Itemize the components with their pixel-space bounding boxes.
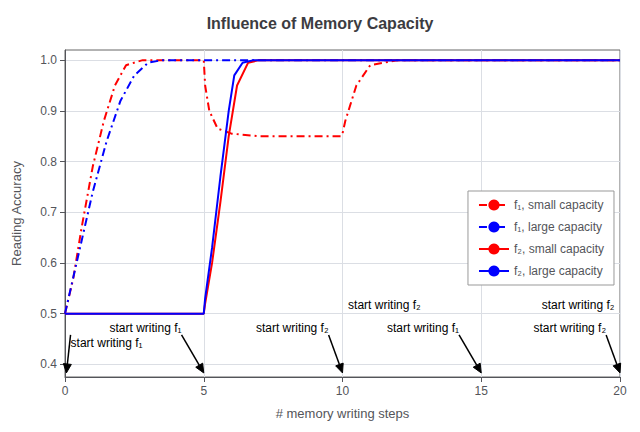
svg-text:Reading Accuracy: Reading Accuracy (9, 161, 24, 266)
svg-text:15: 15 (475, 384, 489, 398)
svg-text:0.8: 0.8 (40, 155, 57, 169)
svg-text:start writing f₁: start writing f₁ (387, 321, 459, 335)
svg-text:5: 5 (200, 384, 207, 398)
svg-text:start writing f₂: start writing f₂ (256, 321, 329, 335)
svg-text:10: 10 (336, 384, 350, 398)
svg-text:0.5: 0.5 (40, 307, 57, 321)
svg-text:0.6: 0.6 (40, 256, 57, 270)
svg-text:start writing f₁: start writing f₁ (109, 321, 181, 335)
svg-text:0.7: 0.7 (40, 205, 57, 219)
svg-text:f₁, small capacity: f₁, small capacity (514, 198, 603, 212)
svg-text:20: 20 (613, 384, 627, 398)
svg-text:start writing f₂: start writing f₂ (348, 298, 421, 312)
svg-text:0.9: 0.9 (40, 104, 57, 118)
svg-text:start writing f₂: start writing f₂ (533, 321, 606, 335)
svg-text:# memory writing steps: # memory writing steps (276, 406, 410, 421)
svg-text:start writing f₁: start writing f₁ (71, 336, 143, 350)
svg-text:1.0: 1.0 (40, 53, 57, 67)
svg-text:start writing f₂: start writing f₂ (542, 298, 615, 312)
svg-text:0.4: 0.4 (40, 357, 57, 371)
svg-text:0: 0 (62, 384, 69, 398)
svg-text:f₁, large capacity: f₁, large capacity (514, 220, 602, 234)
svg-text:f₂, small capacity: f₂, small capacity (514, 242, 604, 256)
svg-text:Influence of Memory Capacity: Influence of Memory Capacity (207, 15, 434, 32)
svg-text:f₂, large capacity: f₂, large capacity (514, 264, 603, 278)
